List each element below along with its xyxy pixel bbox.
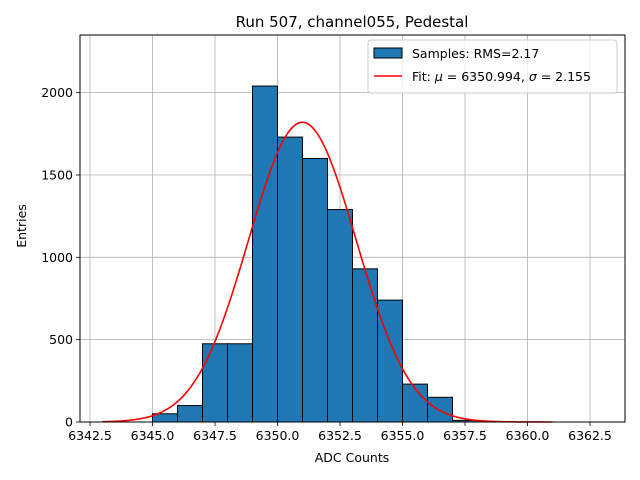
y-tick-label: 500	[49, 332, 73, 347]
x-tick-label: 6355.0	[381, 428, 425, 443]
x-tick-label: 6352.5	[318, 428, 362, 443]
legend: Samples: RMS=2.17 Fit: μ = 6350.994, σ =…	[367, 39, 618, 94]
x-tick-label: 6357.5	[443, 428, 487, 443]
x-tick-label: 6362.5	[568, 428, 612, 443]
histogram-bar	[252, 85, 278, 423]
x-tick-label: 6347.5	[193, 428, 237, 443]
histogram-bar	[352, 268, 378, 423]
legend-samples-patch	[373, 47, 403, 59]
histogram-bar	[177, 405, 203, 423]
x-tick-label: 6345.0	[131, 428, 175, 443]
histogram-bar	[402, 383, 428, 423]
legend-fit-sigma-symbol: σ	[529, 69, 538, 84]
x-tick-label: 6350.0	[256, 428, 300, 443]
x-tick-label: 6342.5	[68, 428, 112, 443]
chart-title: Run 507, channel055, Pedestal	[236, 13, 469, 31]
fit-curve	[102, 121, 553, 423]
histogram-bar	[202, 343, 228, 423]
legend-fit-suffix: = 2.155	[537, 69, 591, 84]
fit-curve-group	[102, 121, 553, 423]
legend-samples-label: Samples: RMS=2.17	[412, 46, 539, 61]
axis-ticks: 6342.5 6345.0 6347.5 6350.0 6352.5 6355.0 6357…	[41, 85, 612, 443]
legend-fit-prefix: Fit:	[412, 69, 435, 84]
histogram-bar	[302, 158, 328, 423]
legend-fit-label: Fit: μ = 6350.994, σ = 2.155	[412, 69, 591, 84]
y-axis-label: Entries	[14, 204, 29, 248]
legend-box	[367, 39, 618, 94]
x-axis-label: ADC Counts	[315, 450, 390, 465]
histogram-bar	[327, 209, 353, 423]
legend-fit-mu-symbol: μ	[434, 69, 443, 84]
plot-frame	[79, 34, 626, 423]
y-tick-label: 0	[65, 415, 73, 430]
legend-fit-mid: = 6350.994,	[443, 69, 529, 84]
y-tick-label: 2000	[41, 85, 73, 100]
y-tick-label: 1500	[41, 167, 73, 182]
y-tick-label: 1000	[41, 250, 73, 265]
x-tick-label: 6360.0	[506, 428, 550, 443]
histogram-bar	[227, 343, 253, 423]
histogram-bar	[277, 136, 303, 423]
